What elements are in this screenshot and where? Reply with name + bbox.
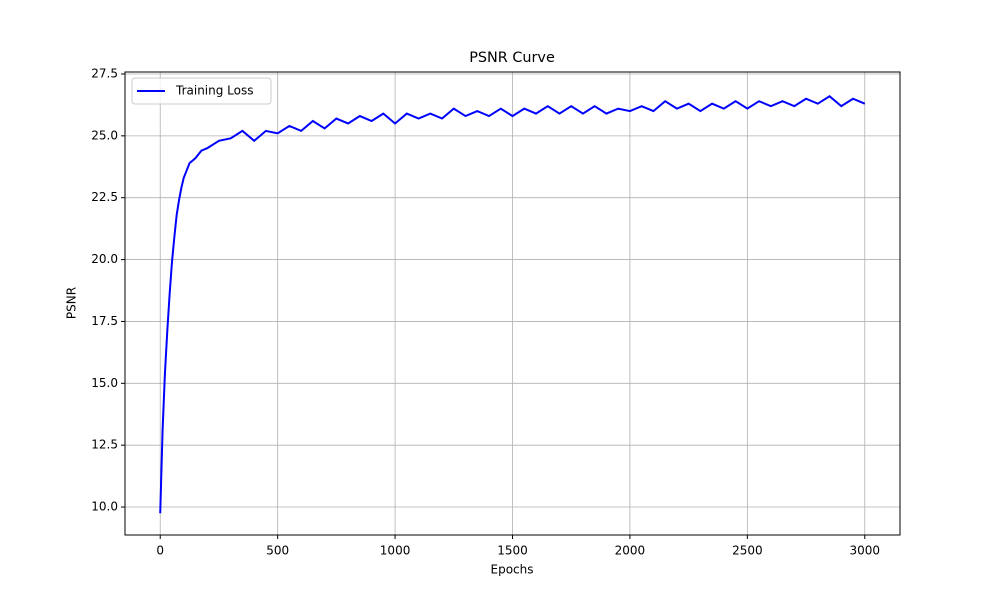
y-axis-label: PSNR <box>65 287 79 319</box>
y-tick-label: 17.5 <box>91 314 118 328</box>
chart-title: PSNR Curve <box>469 50 555 66</box>
x-tick-label: 500 <box>266 544 289 558</box>
x-axis-label: Epochs <box>491 563 534 577</box>
x-tick-label: 0 <box>156 544 164 558</box>
x-tick-label: 1500 <box>497 544 528 558</box>
x-tick-label: 1000 <box>380 544 411 558</box>
x-tick-label: 2000 <box>615 544 646 558</box>
plot-frame <box>124 71 901 536</box>
y-tick-label: 25.0 <box>91 128 118 142</box>
y-tick-label: 10.0 <box>91 500 118 514</box>
legend-label: Training Loss <box>175 84 253 98</box>
y-tick-label: 27.5 <box>91 66 118 80</box>
y-tick-label: 12.5 <box>91 438 118 452</box>
line <box>159 95 866 514</box>
x-tick-label: 2500 <box>732 544 763 558</box>
x-tick-label: 3000 <box>849 544 880 558</box>
y-tick-label: 20.0 <box>91 252 118 266</box>
y-tick-label: 22.5 <box>91 190 118 204</box>
legend-box <box>131 77 272 105</box>
y-tick-label: 15.0 <box>91 376 118 390</box>
